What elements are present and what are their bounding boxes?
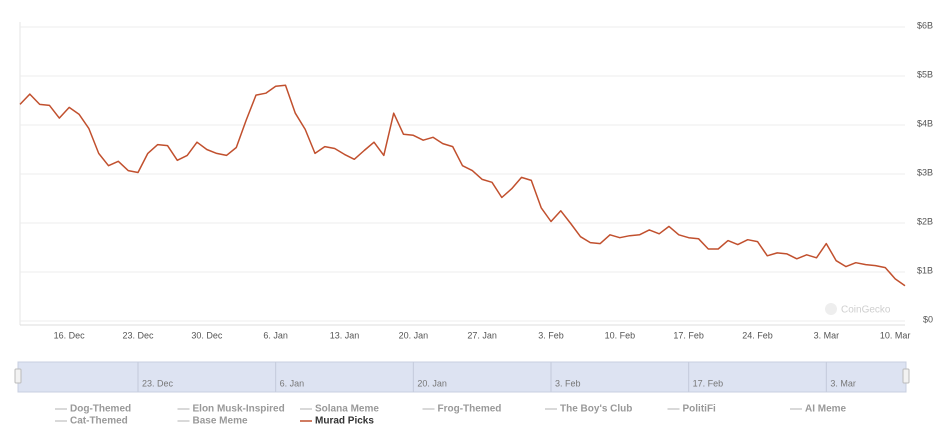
x-tick-label: 23. Dec [122,330,154,340]
x-tick-label: 27. Jan [467,330,497,340]
x-tick-label: 20. Jan [399,330,429,340]
legend-label[interactable]: PolitiFi [683,404,717,415]
legend-label[interactable]: Dog-Themed [70,404,131,415]
navigator-handle[interactable] [14,368,22,384]
watermark-icon [825,303,837,315]
x-tick-label: 30. Dec [191,330,223,340]
x-tick-label: 13. Jan [330,330,360,340]
x-tick-label: 10. Mar [880,330,911,340]
y-tick-label: $3B [917,167,933,177]
navigator-label: 3. Feb [555,378,581,388]
y-tick-label: $5B [917,69,933,79]
x-tick-label: 17. Feb [673,330,704,340]
x-tick-label: 10. Feb [605,330,636,340]
x-tick-label: 3. Mar [814,330,840,340]
navigator-label: 3. Mar [830,378,856,388]
y-tick-label: $6B [917,20,933,30]
navigator-label: 6. Jan [280,378,305,388]
y-tick-label: $0 [923,314,933,324]
y-tick-label: $2B [917,216,933,226]
navigator-handle[interactable] [902,368,910,384]
legend-label[interactable]: Murad Picks [315,416,374,427]
legend-label[interactable]: Base Meme [193,416,248,427]
legend-label[interactable]: Solana Meme [315,404,379,415]
y-tick-label: $1B [917,265,933,275]
legend-label[interactable]: AI Meme [805,404,847,415]
navigator-label: 23. Dec [142,378,174,388]
navigator-label: 20. Jan [417,378,447,388]
y-tick-label: $4B [917,118,933,128]
watermark: CoinGecko [841,305,891,316]
legend-label[interactable]: Elon Musk-Inspired [193,404,285,415]
navigator-label: 17. Feb [693,378,724,388]
legend-label[interactable]: Cat-Themed [70,416,128,427]
series-line [19,84,906,287]
x-tick-label: 24. Feb [742,330,773,340]
legend-label[interactable]: Frog-Themed [438,404,502,415]
legend-label[interactable]: The Boy's Club [560,404,632,415]
x-tick-label: 16. Dec [54,330,86,340]
x-tick-label: 6. Jan [263,330,288,340]
x-tick-label: 3. Feb [538,330,564,340]
